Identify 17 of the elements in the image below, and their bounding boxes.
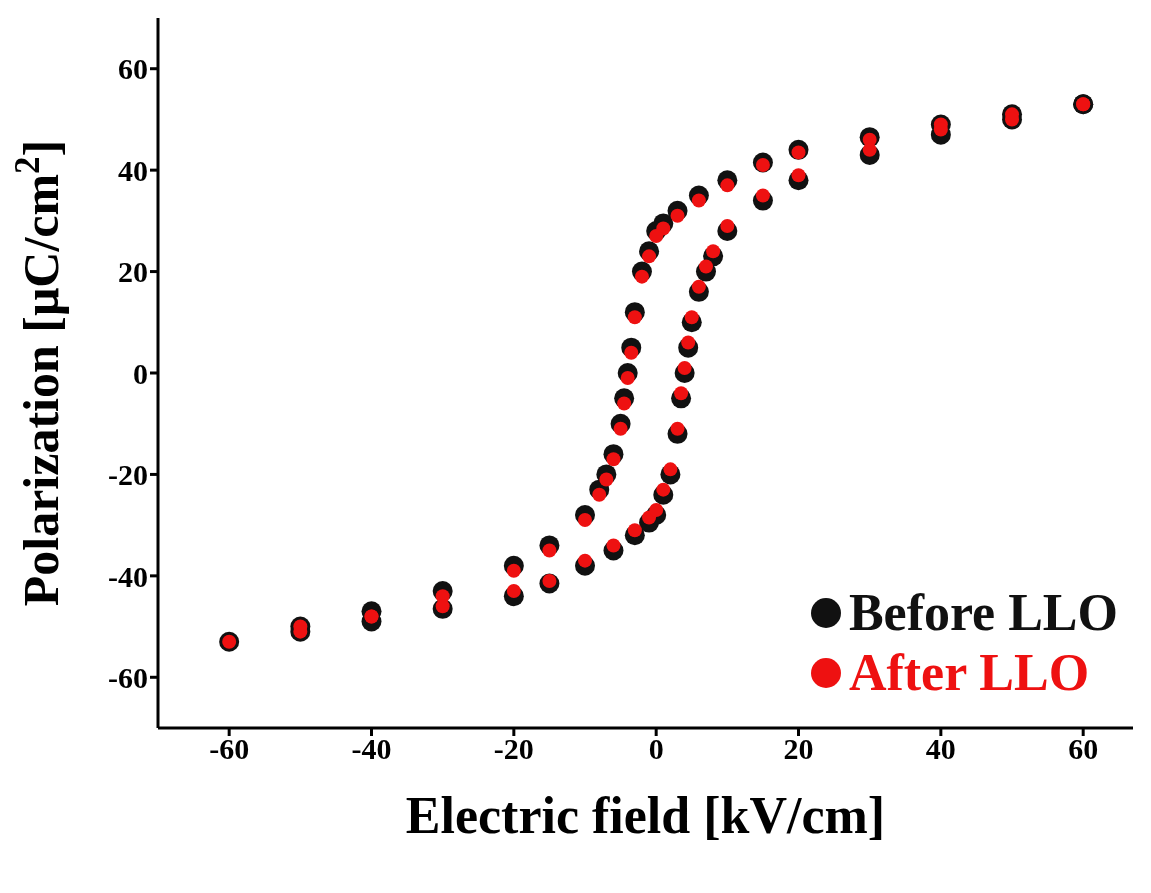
y-tick-label: 60 [118, 52, 148, 86]
x-tick-label: 40 [925, 732, 956, 766]
x-tick-label: -40 [351, 732, 392, 766]
y-tick-label: -20 [108, 458, 148, 492]
y-tick-label: 20 [118, 255, 148, 289]
y-tick-label: 40 [118, 153, 148, 187]
y-tick-label: -40 [108, 559, 148, 593]
y-tick-label: 0 [133, 356, 148, 390]
x-tick-label: 60 [1068, 732, 1099, 766]
x-axis-title: Electric field [kV/cm] [405, 787, 886, 844]
x-tick-label: 0 [648, 732, 664, 766]
x-tick-label: 20 [783, 732, 814, 766]
x-tick-label: -20 [493, 732, 534, 766]
legend-label: After LLO [848, 643, 1090, 703]
y-tick-label: -60 [108, 660, 148, 694]
x-tick-label: -60 [209, 732, 250, 766]
legend-label: Before LLO [848, 583, 1118, 644]
